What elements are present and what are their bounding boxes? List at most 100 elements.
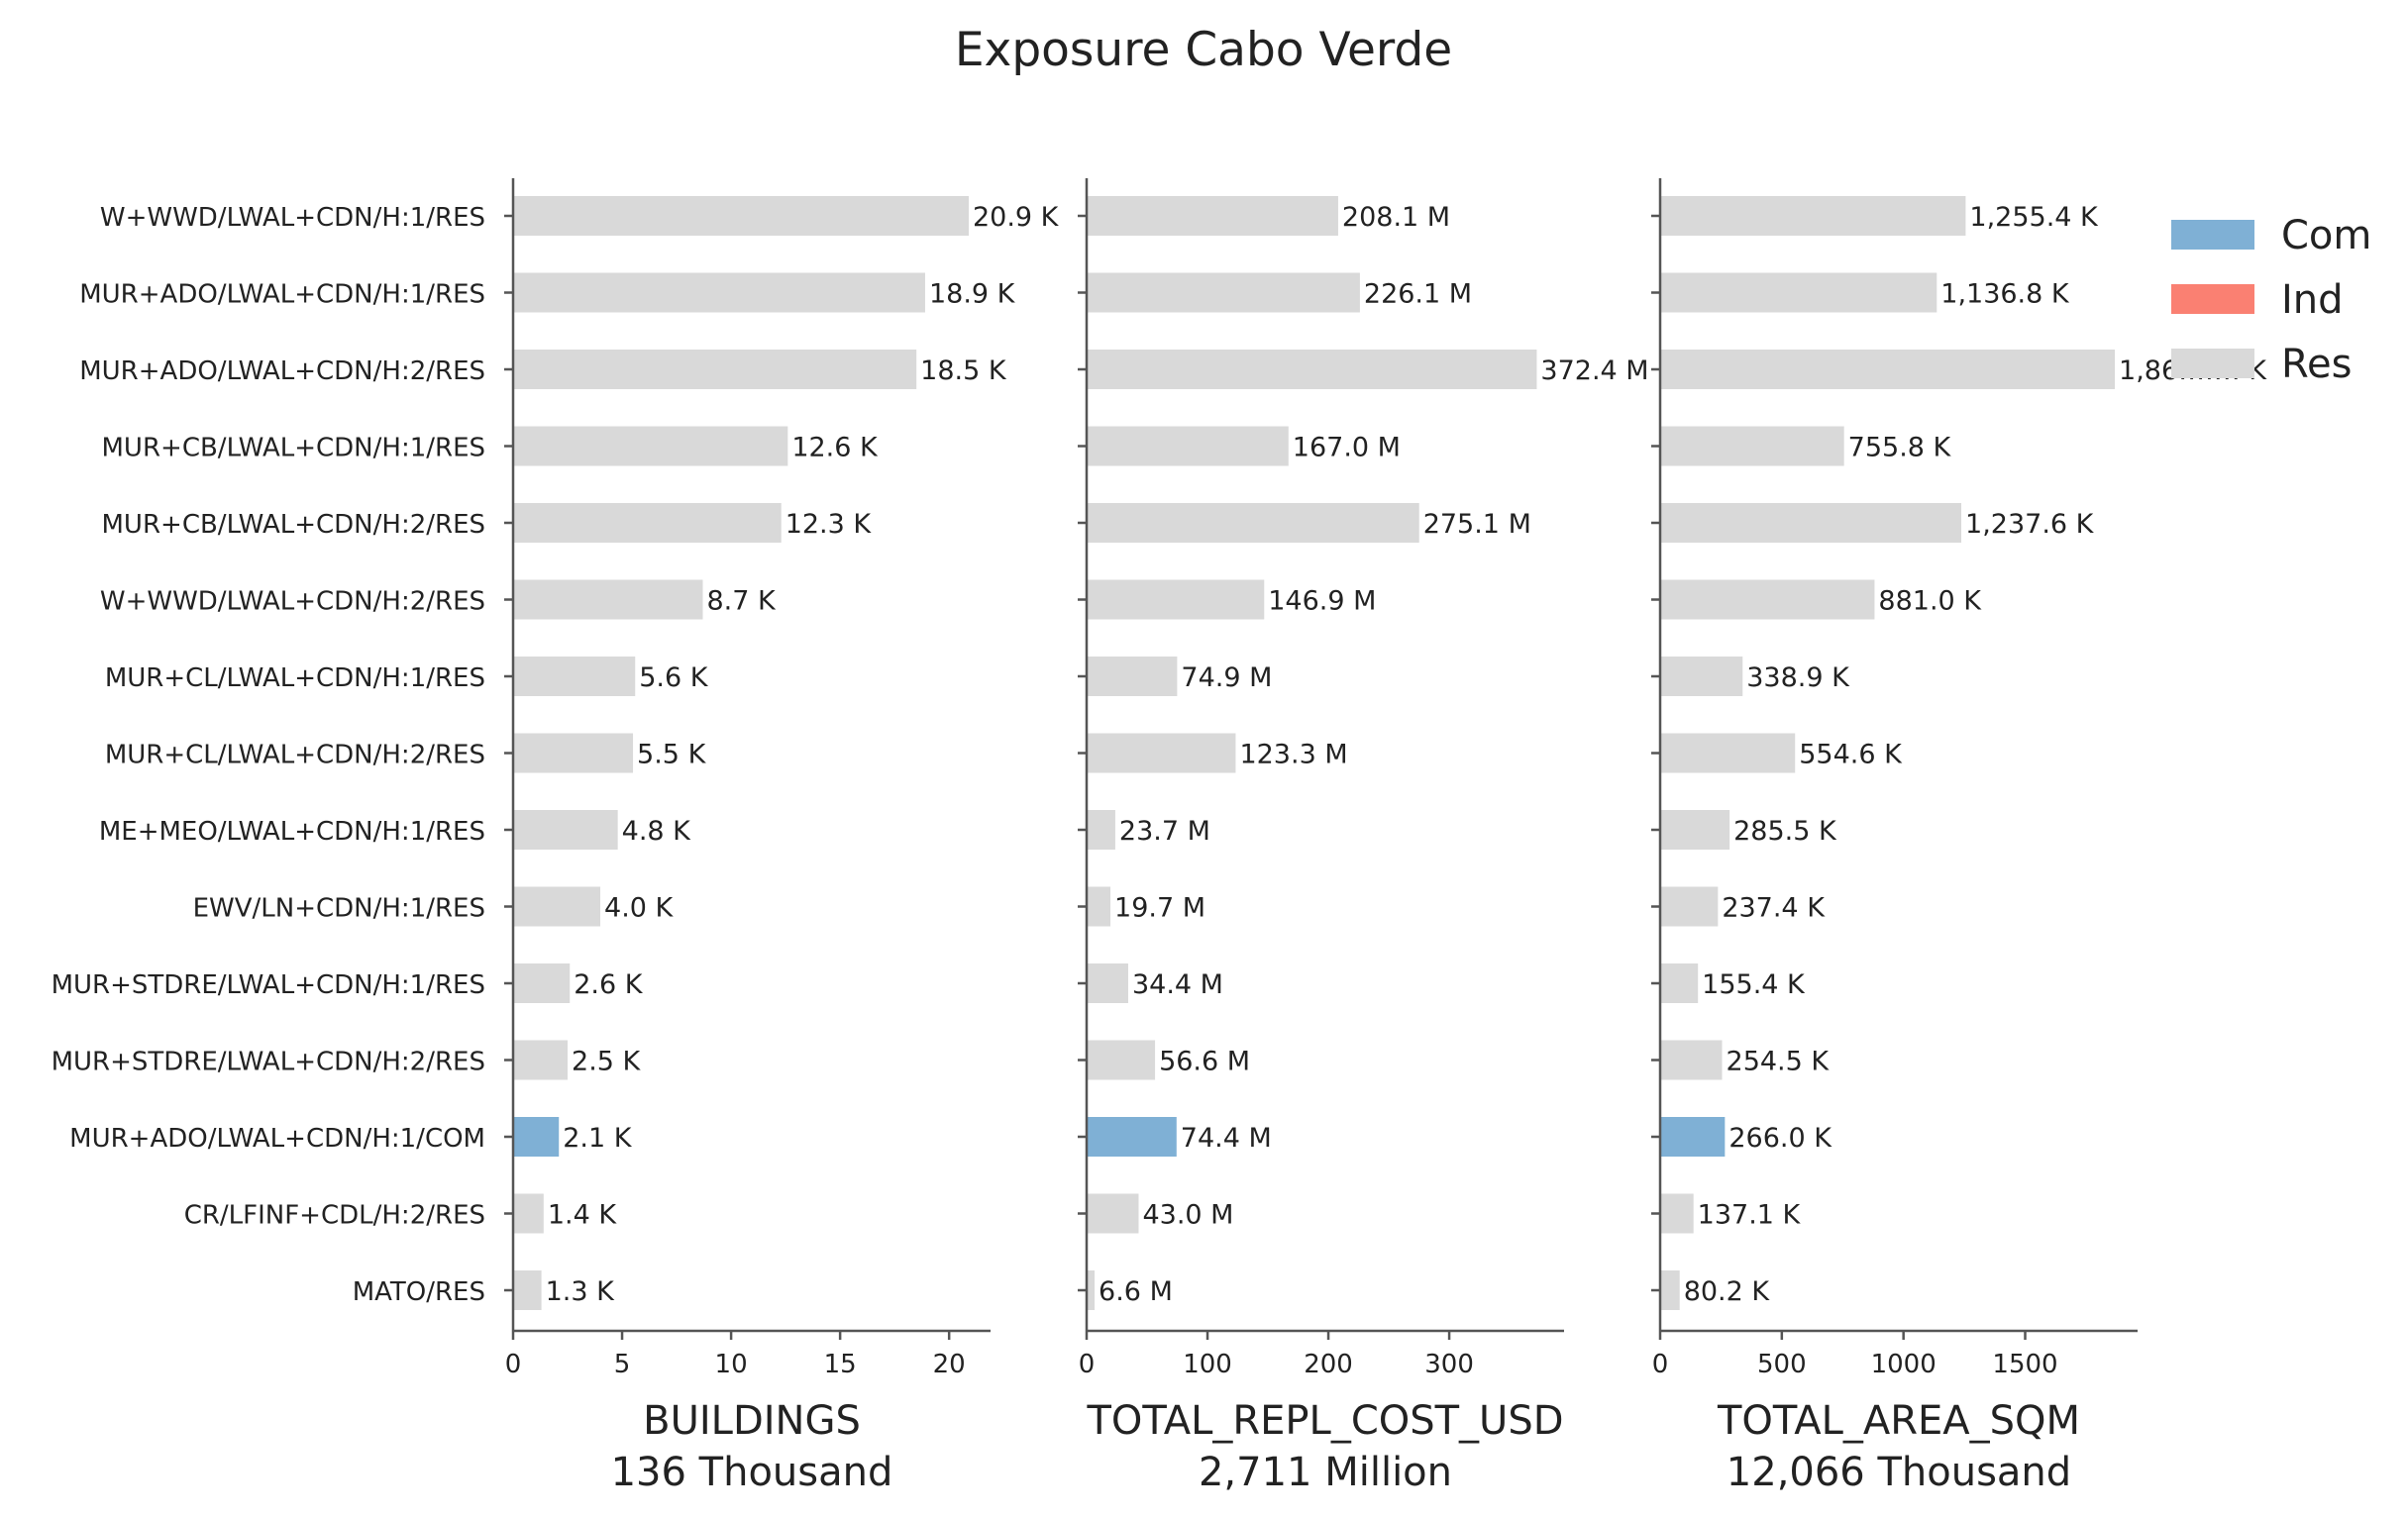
data-label-1-5: 12.3 K bbox=[785, 509, 873, 540]
bar-2-2 bbox=[1087, 272, 1360, 313]
data-label-3-9: 285.5 K bbox=[1733, 816, 1837, 847]
bar-3-8 bbox=[1660, 733, 1796, 773]
bar-2-11 bbox=[1087, 963, 1128, 1003]
data-label-2-13: 74.4 M bbox=[1181, 1123, 1272, 1154]
data-label-3-1: 1,255.4 K bbox=[1969, 202, 2099, 233]
data-label-3-10: 237.4 K bbox=[1722, 893, 1826, 924]
data-label-2-4: 167.0 M bbox=[1293, 433, 1401, 463]
x-axis-label-2: TOTAL_REPL_COST_USD bbox=[1086, 1398, 1563, 1444]
data-label-2-14: 43.0 M bbox=[1142, 1200, 1233, 1231]
data-label-3-4: 755.8 K bbox=[1848, 433, 1952, 463]
data-label-1-14: 1.4 K bbox=[548, 1200, 618, 1231]
bar-2-3 bbox=[1087, 350, 1537, 389]
chart-title: Exposure Cabo Verde bbox=[955, 23, 1452, 77]
data-label-2-11: 34.4 M bbox=[1132, 969, 1223, 1000]
bar-2-14 bbox=[1087, 1193, 1139, 1234]
data-label-2-1: 208.1 M bbox=[1342, 202, 1450, 233]
bar-1-14 bbox=[513, 1193, 544, 1234]
category-label-4: MUR+CB/LWAL+CDN/H:1/RES bbox=[102, 434, 486, 463]
bar-3-9 bbox=[1660, 810, 1730, 850]
data-label-3-2: 1,136.8 K bbox=[1940, 279, 2070, 310]
data-label-2-6: 146.9 M bbox=[1268, 586, 1376, 617]
data-label-1-7: 5.6 K bbox=[639, 662, 709, 693]
data-label-2-7: 74.9 M bbox=[1181, 662, 1272, 693]
bar-1-13 bbox=[513, 1117, 560, 1157]
data-label-3-5: 1,237.6 K bbox=[1965, 509, 2095, 540]
x-axis-total-3: 12,066 Thousand bbox=[1727, 1450, 2071, 1495]
data-label-1-10: 4.0 K bbox=[604, 893, 675, 924]
data-label-3-14: 137.1 K bbox=[1698, 1200, 1802, 1231]
legend-swatch-ind bbox=[2171, 284, 2254, 314]
legend-label-com: Com bbox=[2281, 213, 2371, 258]
bar-3-11 bbox=[1660, 963, 1699, 1003]
bar-2-15 bbox=[1087, 1270, 1096, 1310]
data-label-2-2: 226.1 M bbox=[1364, 279, 1472, 310]
panel-1: 20.9 K W+WWD/LWAL+CDN/H:1/RES 18.9 K MUR+AD… bbox=[52, 178, 1060, 1495]
x-tick-label-1-3: 10 bbox=[715, 1350, 748, 1379]
data-label-1-13: 2.1 K bbox=[563, 1123, 633, 1154]
category-label-6: W+WWD/LWAL+CDN/H:2/RES bbox=[100, 587, 485, 617]
category-label-12: MUR+STDRE/LWAL+CDN/H:2/RES bbox=[52, 1048, 485, 1077]
legend-label-ind: Ind bbox=[2281, 277, 2344, 323]
bar-2-10 bbox=[1087, 886, 1111, 927]
category-label-11: MUR+STDRE/LWAL+CDN/H:1/RES bbox=[52, 970, 485, 1000]
bar-1-4 bbox=[513, 426, 788, 466]
x-tick-label-2-1: 0 bbox=[1079, 1350, 1096, 1379]
bar-1-5 bbox=[513, 503, 782, 543]
legend-swatch-com bbox=[2171, 220, 2254, 250]
data-label-2-15: 6.6 M bbox=[1099, 1276, 1173, 1307]
bar-1-3 bbox=[513, 350, 917, 389]
data-label-3-15: 80.2 K bbox=[1684, 1276, 1771, 1307]
bar-3-14 bbox=[1660, 1193, 1694, 1234]
data-label-3-7: 338.9 K bbox=[1746, 662, 1850, 693]
bar-3-13 bbox=[1660, 1117, 1726, 1157]
x-tick-label-3-1: 0 bbox=[1652, 1350, 1669, 1379]
bar-3-3 bbox=[1660, 350, 2116, 389]
data-label-1-8: 5.5 K bbox=[637, 740, 707, 770]
chart-legend: Com Ind Res bbox=[2171, 213, 2371, 387]
bar-3-1 bbox=[1660, 196, 1966, 236]
bar-1-11 bbox=[513, 963, 571, 1003]
bar-2-8 bbox=[1087, 733, 1236, 773]
category-label-15: MATO/RES bbox=[353, 1277, 485, 1307]
x-tick-label-1-4: 15 bbox=[824, 1350, 857, 1379]
bar-3-15 bbox=[1660, 1270, 1680, 1310]
bar-3-7 bbox=[1660, 657, 1743, 696]
x-tick-label-2-3: 200 bbox=[1304, 1350, 1353, 1379]
legend-label-res: Res bbox=[2281, 342, 2352, 387]
bar-3-2 bbox=[1660, 272, 1937, 313]
bar-2-9 bbox=[1087, 810, 1115, 850]
category-label-7: MUR+CL/LWAL+CDN/H:1/RES bbox=[105, 663, 485, 693]
bar-2-13 bbox=[1087, 1117, 1177, 1157]
data-label-1-11: 2.6 K bbox=[574, 969, 644, 1000]
x-axis-label-1: BUILDINGS bbox=[643, 1398, 861, 1444]
x-axis-total-2: 2,711 Million bbox=[1199, 1450, 1452, 1495]
bar-1-6 bbox=[513, 579, 703, 620]
bar-1-1 bbox=[513, 196, 969, 236]
x-tick-label-1-1: 0 bbox=[505, 1350, 522, 1379]
data-label-3-13: 266.0 K bbox=[1728, 1123, 1832, 1154]
bar-1-15 bbox=[513, 1270, 542, 1310]
bar-1-8 bbox=[513, 733, 634, 773]
data-label-3-12: 254.5 K bbox=[1727, 1047, 1831, 1077]
data-label-2-8: 123.3 M bbox=[1239, 740, 1347, 770]
bar-2-1 bbox=[1087, 196, 1338, 236]
bar-2-4 bbox=[1087, 426, 1289, 466]
panel-2: 208.1 M 226.1 M 372.4 M 167.0 M 275.1 M 146.9… bbox=[1078, 178, 1649, 1495]
data-label-1-1: 20.9 K bbox=[973, 202, 1060, 233]
category-label-3: MUR+ADO/LWAL+CDN/H:2/RES bbox=[79, 356, 485, 386]
data-label-1-4: 12.6 K bbox=[791, 433, 879, 463]
bar-1-7 bbox=[513, 657, 636, 696]
x-tick-label-2-4: 300 bbox=[1424, 1350, 1474, 1379]
bar-2-12 bbox=[1087, 1040, 1156, 1080]
bar-2-6 bbox=[1087, 579, 1265, 620]
category-label-1: W+WWD/LWAL+CDN/H:1/RES bbox=[100, 203, 485, 233]
bar-3-4 bbox=[1660, 426, 1844, 466]
category-label-9: ME+MEO/LWAL+CDN/H:1/RES bbox=[99, 817, 485, 847]
category-label-2: MUR+ADO/LWAL+CDN/H:1/RES bbox=[79, 280, 485, 310]
bar-1-9 bbox=[513, 810, 618, 850]
legend-swatch-res bbox=[2171, 349, 2254, 378]
bar-1-12 bbox=[513, 1040, 569, 1080]
bar-2-7 bbox=[1087, 657, 1178, 696]
